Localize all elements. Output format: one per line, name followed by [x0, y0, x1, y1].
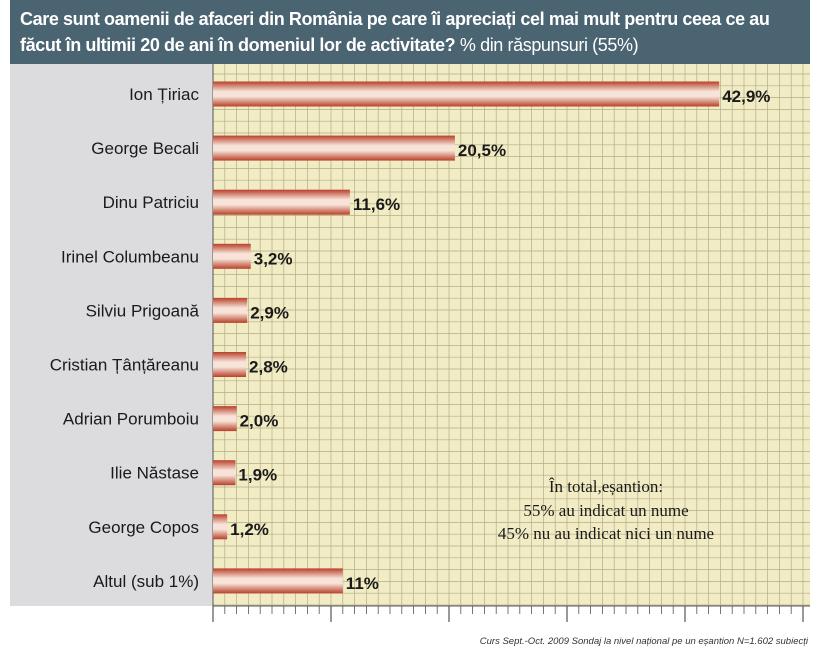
category-label: Altul (sub 1%) — [93, 572, 199, 591]
bar — [213, 514, 228, 540]
value-label: 1,2% — [230, 520, 269, 539]
sample-annotation: În total,eșantion: 55% au indicat un nume… — [498, 477, 714, 543]
bar — [213, 243, 251, 269]
annotation-line: 55% au indicat un nume — [523, 501, 688, 520]
value-label: 42,9% — [722, 87, 770, 106]
value-label: 11% — [346, 574, 379, 593]
category-label: Irinel Columbeanu — [61, 247, 199, 266]
category-label: Cristian Țânțăreanu — [50, 356, 199, 375]
bar — [213, 81, 720, 107]
category-label-panel — [10, 64, 213, 606]
category-labels: Ion Țiriac George Becali Dinu Patriciu Irin… — [50, 85, 200, 591]
category-label: Ion Țiriac — [129, 85, 199, 104]
bar — [213, 568, 343, 594]
chart-header: Care sunt oamenii de afaceri din România… — [10, 0, 810, 64]
chart-title-text: Care sunt oamenii de afaceri din România… — [20, 9, 770, 55]
value-labels: 42,9% 20,5% 11,6% 3,2% 2,9% 2,8% 2,0% 1,9% 1,2% 1… — [230, 87, 770, 593]
bars — [213, 81, 720, 594]
category-label: George Becali — [91, 139, 199, 158]
bar — [213, 352, 247, 377]
footnote: Curs Sept.-Oct. 2009 Sondaj la nivel naț… — [480, 636, 809, 647]
category-label: Ilie Năstase — [110, 464, 199, 483]
category-label: George Copos — [88, 518, 199, 537]
grid — [213, 64, 810, 606]
bar — [213, 406, 237, 432]
category-label: Adrian Porumboiu — [63, 410, 199, 429]
bar — [213, 297, 248, 323]
annotation-line: 45% nu au indicat nici un nume — [498, 524, 714, 543]
bar — [213, 460, 236, 486]
value-label: 2,9% — [250, 303, 289, 322]
annotation-line: În total,eșantion: — [549, 477, 663, 496]
value-label: 11,6% — [353, 195, 400, 214]
category-label: Silviu Prigoană — [86, 301, 200, 320]
bar — [213, 135, 455, 161]
category-label: Dinu Patriciu — [103, 193, 199, 212]
value-label: 3,2% — [254, 249, 293, 268]
value-label: 1,9% — [238, 466, 277, 485]
value-label: 20,5% — [458, 141, 506, 160]
value-label: 2,0% — [240, 412, 279, 431]
bar — [213, 189, 350, 215]
value-label: 2,8% — [249, 358, 288, 377]
chart-subtitle: % din răspunsuri (55%) — [459, 35, 639, 55]
chart-title: Care sunt oamenii de afaceri din România… — [20, 6, 800, 58]
